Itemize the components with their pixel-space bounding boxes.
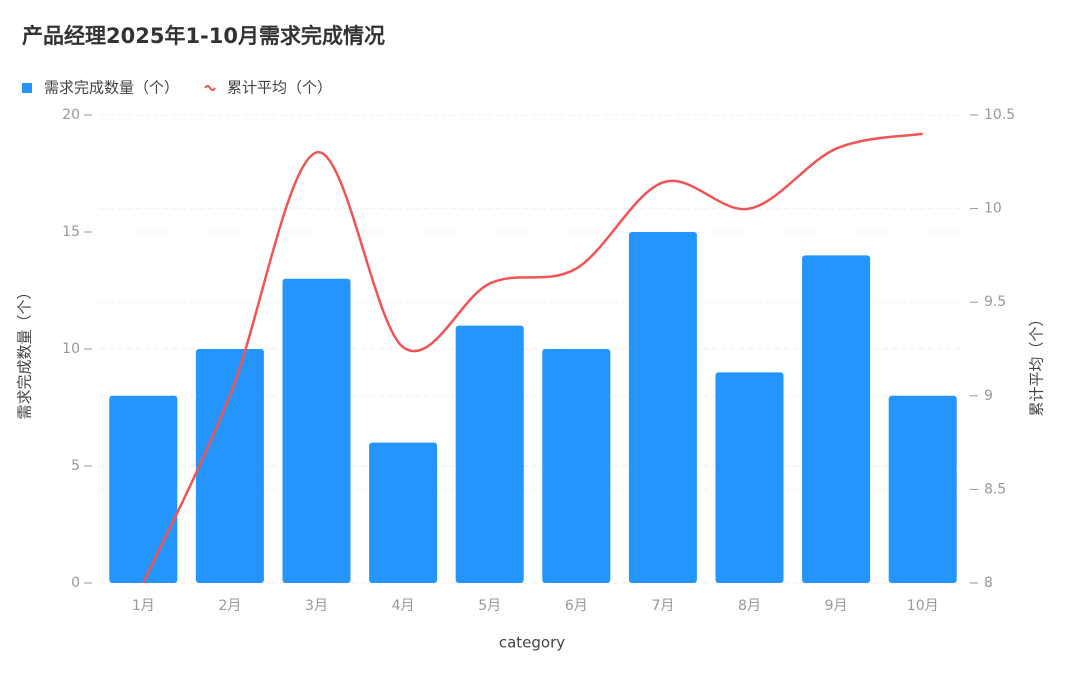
x-tick-label: 1月: [132, 598, 155, 614]
y2-tick-label: 9: [984, 388, 993, 404]
y-tick-label: 20: [62, 107, 80, 123]
line: [142, 132, 923, 584]
x-tick-label: 4月: [392, 598, 415, 614]
chart-title: 产品经理2025年1-10月需求完成情况: [22, 24, 385, 48]
bar: [282, 278, 351, 583]
x-tick-label: 2月: [218, 598, 241, 614]
bar: [715, 372, 784, 583]
x-tick-label: 10月: [907, 598, 939, 614]
y2-tick-label: 8: [984, 575, 993, 591]
y2-axis-title: 累计平均（个）: [1028, 311, 1046, 416]
y-axis-title: 需求完成数量（个）: [16, 284, 34, 419]
y-tick-label: 5: [71, 458, 80, 474]
bar: [542, 349, 611, 583]
x-tick-label: 8月: [738, 598, 761, 614]
x-tick-label: 7月: [651, 598, 674, 614]
x-tick-label: 5月: [478, 598, 501, 614]
bar: [195, 349, 264, 583]
y2-tick-label: 9.5: [984, 294, 1006, 310]
bar: [109, 395, 178, 583]
x-axis-title: category: [499, 634, 565, 652]
bar: [628, 232, 697, 583]
x-tick-label: 3月: [305, 598, 328, 614]
legend-swatch: [204, 85, 216, 91]
bar: [369, 442, 438, 583]
y-tick-label: 15: [62, 224, 80, 240]
y-tick-label: 10: [62, 341, 80, 357]
y-tick-label: 0: [71, 575, 80, 591]
bar: [455, 325, 524, 583]
x-tick-label: 6月: [565, 598, 588, 614]
y2-tick-label: 10.5: [984, 107, 1015, 123]
y2-tick-label: 8.5: [984, 481, 1006, 497]
x-tick-label: 9月: [825, 598, 848, 614]
legend-label: 需求完成数量（个）: [44, 79, 179, 97]
y2-tick-label: 10: [984, 201, 1002, 217]
bar: [802, 255, 871, 583]
legend-label: 累计平均（个）: [227, 79, 332, 97]
bar: [888, 395, 957, 583]
legend-swatch: [22, 83, 32, 93]
